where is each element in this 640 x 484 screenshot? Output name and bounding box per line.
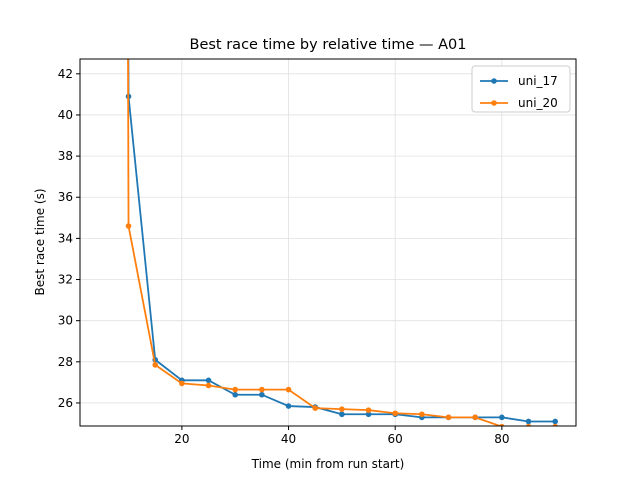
data-point-uni_20 <box>312 405 319 411</box>
data-point-uni_20 <box>392 410 399 417</box>
data-point-uni_20 <box>152 362 158 368</box>
y-tick-label: 38 <box>58 149 73 163</box>
data-point-uni_20 <box>259 386 265 393</box>
data-point-uni_20 <box>525 423 532 426</box>
data-point-uni_20 <box>499 423 505 426</box>
y-tick-label: 32 <box>58 273 73 287</box>
data-point-uni_17 <box>285 403 292 409</box>
data-point-uni_20 <box>552 423 558 426</box>
axes-frame <box>79 58 577 427</box>
chart-title: Best race time by relative time — A01 <box>190 37 467 53</box>
data-point-uni_17 <box>232 391 238 398</box>
data-point-uni_17 <box>339 411 345 418</box>
data-point-uni_20 <box>445 414 452 421</box>
y-tick-label: 30 <box>58 314 73 328</box>
legend-marker-uni_20 <box>491 100 497 106</box>
y-axis-label: Best race time (s) <box>33 188 47 295</box>
data-point-uni_17 <box>552 418 558 425</box>
y-tick-label: 28 <box>58 355 73 369</box>
x-tick-label: 60 <box>388 432 403 446</box>
data-point-uni_17 <box>499 414 505 421</box>
series-line-uni_20 <box>127 59 556 426</box>
legend: uni_17 uni_20 <box>471 65 571 113</box>
y-tick-label: 26 <box>58 396 73 410</box>
data-point-uni_20 <box>472 414 479 421</box>
y-tick-label: 34 <box>58 231 73 245</box>
data-point-uni_20 <box>179 380 185 387</box>
legend-box <box>471 65 571 113</box>
grid <box>80 59 576 426</box>
series-line-uni_17 <box>127 59 556 423</box>
data-point-uni_20 <box>285 386 292 393</box>
x-axis-label: Time (min from run start) <box>251 457 405 471</box>
y-tick-label: 40 <box>58 108 73 122</box>
legend-label: uni_17 <box>518 74 558 88</box>
x-tick-label: 40 <box>281 432 296 446</box>
x-tick-label: 80 <box>494 432 509 446</box>
data-point-uni_17 <box>205 377 212 384</box>
plot-area <box>125 59 558 426</box>
ticks: 20 40 60 80 26 28 30 32 34 36 38 40 42 <box>58 67 510 446</box>
y-tick-label: 36 <box>58 190 73 204</box>
data-point-uni_17 <box>259 391 265 398</box>
legend-marker-uni_17 <box>491 78 497 84</box>
data-point-uni_20 <box>339 406 345 412</box>
data-point-uni_20 <box>125 223 132 229</box>
data-point-uni_20 <box>419 411 425 418</box>
data-point-uni_17 <box>365 411 372 418</box>
data-point-uni_20 <box>232 386 238 393</box>
x-tick-label: 20 <box>174 432 189 446</box>
data-point-uni_20 <box>365 407 372 413</box>
y-tick-label: 42 <box>58 67 73 81</box>
legend-label: uni_20 <box>518 96 558 110</box>
data-point-uni_17 <box>525 418 532 425</box>
data-point-uni_20 <box>205 382 212 389</box>
